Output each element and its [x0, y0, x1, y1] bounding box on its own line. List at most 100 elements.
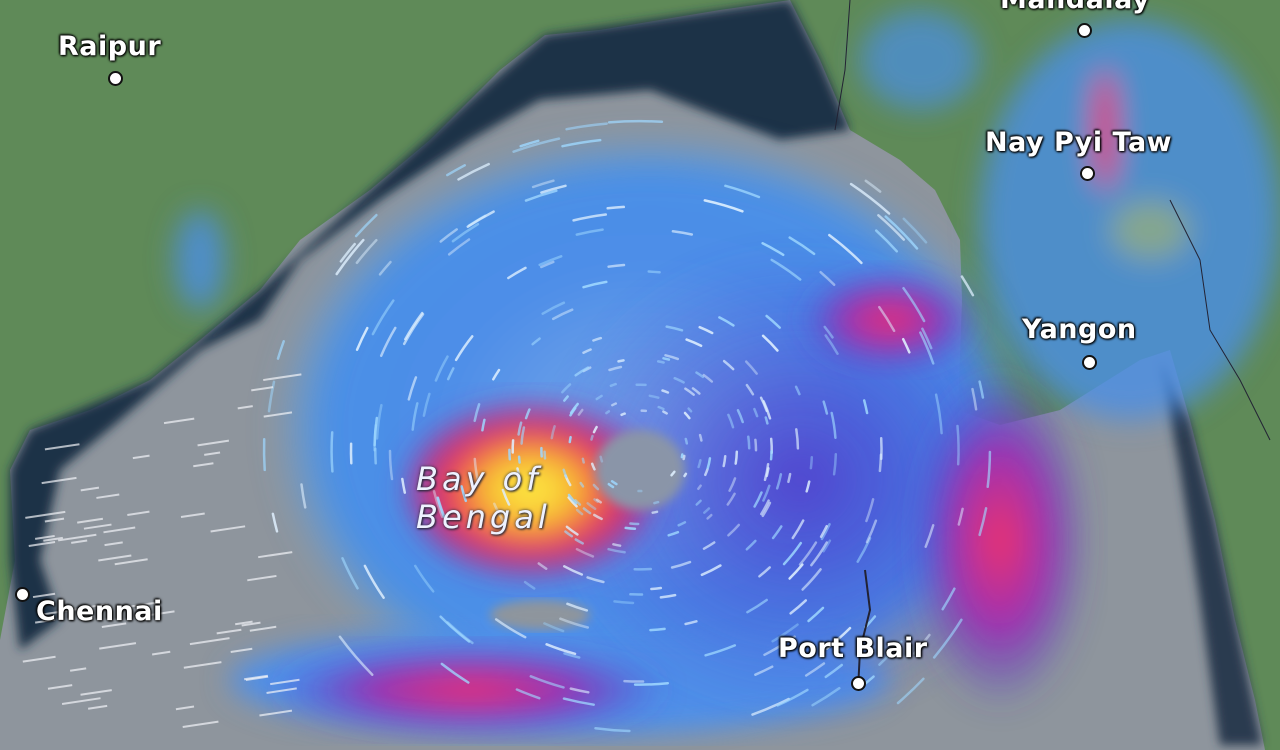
city-label-nay-pyi-taw: Nay Pyi Taw	[985, 127, 1173, 158]
wind-streak	[524, 189, 558, 202]
wind-streak	[653, 500, 660, 505]
wind-streak	[439, 615, 471, 643]
wind-streak	[473, 457, 480, 483]
wind-streak	[745, 539, 757, 551]
water-body-label: Bay of Bengal	[416, 460, 551, 536]
wind-streak	[608, 365, 623, 372]
wind-streak	[921, 327, 933, 350]
wind-streak	[582, 507, 592, 515]
wind-streak	[538, 255, 563, 267]
wind-streak	[515, 688, 541, 700]
wind-streak	[971, 387, 978, 411]
wind-streak	[819, 270, 836, 287]
wind-streak	[687, 407, 693, 413]
wind-streak	[902, 286, 926, 323]
wind-streak	[96, 493, 120, 499]
wind-streak	[175, 705, 195, 711]
wind-streak	[810, 541, 829, 567]
wind-streak	[135, 610, 175, 619]
water-body-label-line1: Bay of	[416, 460, 542, 498]
wind-streak	[753, 491, 763, 508]
wind-streak	[436, 496, 446, 519]
wind-streak	[247, 574, 277, 582]
wind-streak	[656, 360, 665, 364]
city-marker-mandalay[interactable]	[1077, 23, 1092, 38]
wind-streak	[439, 228, 458, 243]
wind-streak	[986, 450, 992, 489]
wind-streak	[271, 512, 279, 533]
wind-streak	[411, 402, 419, 431]
wind-streak	[270, 678, 300, 686]
wind-streak	[531, 337, 541, 346]
wind-streak	[104, 541, 123, 547]
wind-streak	[932, 618, 963, 659]
wind-streak	[649, 627, 666, 632]
wind-streak	[434, 355, 449, 382]
wind-streak	[562, 697, 595, 706]
wind-streak	[355, 326, 369, 351]
wind-streak	[594, 726, 631, 733]
wind-streak	[592, 425, 598, 434]
wind-streak	[244, 674, 268, 681]
wind-streak	[819, 524, 828, 538]
wind-streak	[754, 665, 774, 676]
wind-streak	[823, 325, 834, 339]
city-marker-port-blair[interactable]	[851, 676, 866, 691]
wind-streak	[575, 228, 604, 236]
city-marker-yangon[interactable]	[1082, 355, 1097, 370]
wind-streak	[276, 340, 285, 360]
wind-streak	[413, 564, 435, 593]
wind-streak	[960, 275, 975, 297]
wind-streak	[884, 215, 919, 250]
wind-streak	[501, 488, 511, 506]
wind-streak	[771, 623, 799, 643]
city-marker-chennai[interactable]	[15, 587, 30, 602]
city-marker-raipur[interactable]	[108, 71, 123, 86]
wind-streak	[338, 635, 374, 676]
wind-streak	[956, 424, 960, 466]
wind-streak	[599, 455, 604, 463]
wind-streak	[736, 409, 744, 424]
wind-streak	[543, 622, 565, 633]
wind-streak	[874, 229, 899, 253]
wind-streak	[300, 483, 307, 509]
wind-streak	[684, 620, 698, 626]
wind-streak	[77, 517, 104, 524]
wind-streak	[665, 325, 684, 332]
wind-streak	[820, 523, 831, 541]
wind-streak	[957, 507, 964, 526]
wind-streak	[561, 138, 602, 148]
wind-streak	[670, 470, 676, 477]
wind-streak	[651, 510, 659, 514]
wind-streak	[624, 526, 637, 531]
wind-streak	[697, 484, 702, 491]
wind-streak	[80, 486, 100, 492]
wind-streak	[567, 496, 578, 508]
wind-streak	[540, 260, 555, 269]
wind-streak	[919, 331, 935, 365]
wind-streak	[565, 525, 579, 536]
wind-streak	[83, 523, 112, 530]
wind-streak	[237, 405, 253, 410]
wind-streak	[824, 663, 844, 679]
wind-streak	[745, 383, 755, 396]
wind-streak	[388, 449, 394, 481]
wind-streak	[722, 455, 727, 468]
wind-streak	[80, 689, 112, 696]
wind-streak	[263, 373, 302, 382]
wind-streak	[662, 410, 668, 415]
wind-streak	[568, 435, 572, 444]
wind-streak	[520, 426, 526, 445]
wind-streak	[339, 242, 356, 263]
city-marker-nay-pyi-taw[interactable]	[1080, 166, 1095, 181]
wind-streak	[811, 686, 841, 707]
wind-streak	[43, 536, 64, 542]
wind-streak	[667, 530, 680, 537]
wind-streak	[481, 418, 486, 432]
shallow-water	[10, 0, 850, 650]
wind-streak	[541, 301, 566, 315]
wind-streak	[451, 222, 480, 243]
wind-streak	[703, 199, 744, 213]
